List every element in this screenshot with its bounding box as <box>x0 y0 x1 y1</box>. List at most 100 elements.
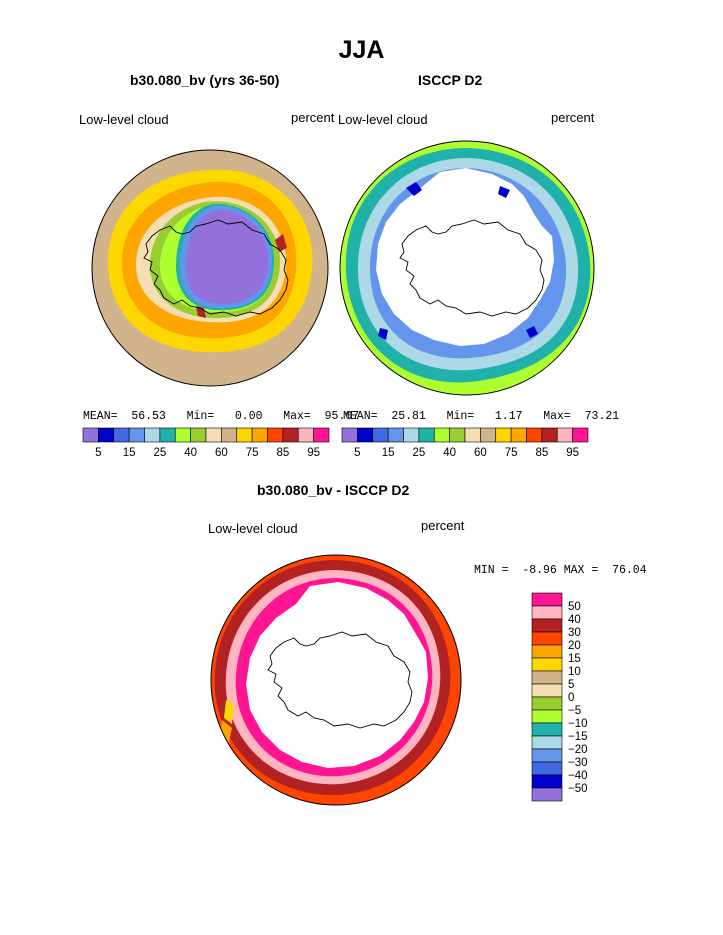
diff-stats: MIN = -8.96 MAX = 76.04 <box>474 564 647 577</box>
model-stats: MEAN= 56.53 Min= 0.00 Max= 95.07 <box>83 410 359 423</box>
model-colorbar-swatch <box>236 427 253 443</box>
model-colorbar-tick-label: 40 <box>184 447 197 459</box>
obs-colorbar-tick-label: 40 <box>443 447 456 459</box>
diff-colorbar-swatch <box>531 735 563 750</box>
diff-colorbar-swatch <box>531 605 563 620</box>
diff-colorbar-swatch <box>531 748 563 763</box>
diff-colorbar-tick-label: 30 <box>568 627 581 639</box>
diff-colorbar-tick-label: 10 <box>568 666 581 678</box>
model-variable-label: Low-level cloud <box>79 112 169 127</box>
model-colorbar-swatch <box>190 427 207 443</box>
model-colorbar-tick-label: 95 <box>307 447 320 459</box>
obs-max-value: 73.21 <box>584 410 620 423</box>
model-colorbar-tick-label: 60 <box>215 447 228 459</box>
obs-colorbar-swatch <box>341 427 358 443</box>
model-coastline <box>143 219 289 317</box>
model-min-value: 0.00 <box>234 410 263 423</box>
obs-colorbar-tick-label: 60 <box>474 447 487 459</box>
model-colorbar-swatch <box>251 427 268 443</box>
model-max-value: 95.07 <box>324 410 360 423</box>
model-panel-title: b30.080_bv (yrs 36-50) <box>130 72 280 88</box>
model-colorbar-swatch <box>221 427 238 443</box>
model-colorbar-swatch <box>282 427 299 443</box>
diff-colorbar-tick-label: −30 <box>568 757 588 769</box>
diff-field-yellow-patch <box>224 700 234 724</box>
model-colorbar-tick-label: 15 <box>123 447 136 459</box>
diff-coastline <box>267 631 413 729</box>
diff-min-label: MIN = <box>474 564 509 577</box>
obs-colorbar-swatch <box>572 427 589 443</box>
obs-colorbar-swatch <box>372 427 389 443</box>
model-mean-label: MEAN= <box>83 410 118 423</box>
model-colorbar-swatch <box>128 427 145 443</box>
model-colorbar-tick-label: 85 <box>276 447 289 459</box>
obs-mean-value: 25.81 <box>391 410 426 423</box>
diff-min-value: -8.96 <box>522 564 557 577</box>
model-colorbar-tick-label: 25 <box>153 447 166 459</box>
obs-colorbar-swatch <box>403 427 420 443</box>
diff-colorbar-tick-label: −20 <box>568 744 588 756</box>
obs-colorbar-swatch <box>510 427 527 443</box>
obs-mean-label: MEAN= <box>343 410 378 423</box>
obs-colorbar-swatch <box>418 427 435 443</box>
diff-colorbar-tick-label: 50 <box>568 601 581 613</box>
obs-panel-title: ISCCP D2 <box>418 72 483 88</box>
obs-units-label: percent <box>551 110 595 125</box>
diff-colorbar-tick-label: −5 <box>568 705 581 717</box>
model-colorbar-swatch <box>113 427 130 443</box>
model-colorbar-swatch <box>174 427 191 443</box>
model-mean-value: 56.53 <box>131 410 166 423</box>
model-min-label: Min= <box>186 410 215 423</box>
obs-colorbar-swatch <box>449 427 466 443</box>
model-colorbar-swatch <box>159 427 176 443</box>
obs-map <box>340 141 594 395</box>
obs-min-label: Min= <box>446 410 475 423</box>
model-colorbar-swatch <box>313 427 330 443</box>
diff-colorbar-swatch <box>531 592 563 607</box>
obs-colorbar-swatch <box>433 427 450 443</box>
model-colorbar-swatch <box>98 427 115 443</box>
obs-colorbar: 5 15 25 40 60 75 85 95 <box>341 427 589 459</box>
obs-map-border <box>339 140 595 396</box>
obs-colorbar-tick-label: 15 <box>382 447 395 459</box>
diff-max-label: MAX = <box>563 564 599 577</box>
page-title: JJA <box>338 36 385 64</box>
obs-stats: MEAN= 25.81 Min= 1.17 Max= 73.21 <box>343 410 619 423</box>
diff-units-label: percent <box>421 518 465 533</box>
diff-colorbar-tick-label: −40 <box>568 770 588 782</box>
obs-colorbar-tick-label: 75 <box>505 447 518 459</box>
model-colorbar-swatch <box>267 427 284 443</box>
diff-colorbar-swatch <box>531 787 563 802</box>
diff-colorbar-swatch <box>531 657 563 672</box>
diff-colorbar-swatch <box>531 683 563 698</box>
diff-colorbar-swatch <box>531 774 563 789</box>
obs-colorbar-swatch <box>541 427 558 443</box>
diff-map-border <box>210 554 462 806</box>
diff-colorbar-tick-label: 15 <box>568 653 581 665</box>
obs-colorbar-swatch <box>357 427 374 443</box>
diff-colorbar-swatch <box>531 631 563 646</box>
obs-colorbar-swatch <box>464 427 481 443</box>
model-colorbar-tick-label: 75 <box>246 447 259 459</box>
model-colorbar: 5 15 25 40 60 75 85 95 <box>82 427 330 459</box>
model-colorbar-swatch <box>205 427 222 443</box>
obs-colorbar-swatch <box>495 427 512 443</box>
diff-colorbar-swatch <box>531 644 563 659</box>
diff-variable-label: Low-level cloud <box>208 521 298 536</box>
model-colorbar-swatch <box>82 427 99 443</box>
model-units-label: percent <box>291 110 335 125</box>
obs-colorbar-swatch <box>387 427 404 443</box>
diff-colorbar-tick-label: 5 <box>568 679 574 691</box>
diff-colorbar-tick-label: −15 <box>568 731 588 743</box>
obs-colorbar-tick-label: 5 <box>354 447 360 459</box>
obs-coastline <box>399 219 545 317</box>
diff-colorbar-tick-label: 40 <box>568 614 581 626</box>
obs-colorbar-swatch <box>556 427 573 443</box>
model-field-red-patch <box>196 234 287 318</box>
diff-map <box>211 555 461 805</box>
model-colorbar-swatch <box>144 427 161 443</box>
model-field-interior <box>186 210 269 305</box>
obs-field-missing <box>376 168 554 346</box>
obs-colorbar-tick-label: 85 <box>535 447 548 459</box>
